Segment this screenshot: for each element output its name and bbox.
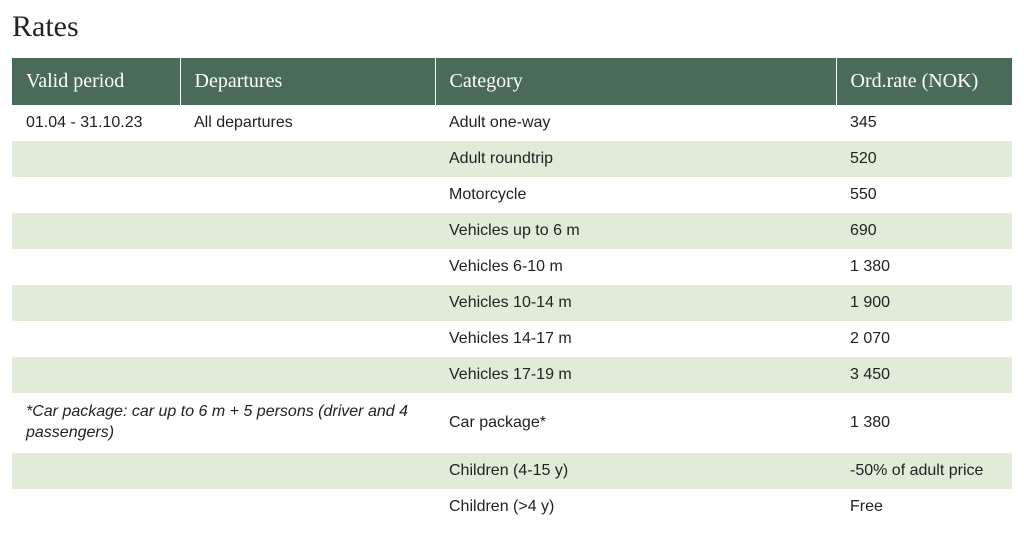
cell-period	[12, 177, 180, 213]
cell-rate: 1 380	[836, 249, 1012, 285]
cell-period	[12, 489, 180, 525]
cell-category: Vehicles up to 6 m	[435, 213, 836, 249]
table-row: Vehicles 6-10 m 1 380	[12, 249, 1012, 285]
page-title: Rates	[12, 10, 1012, 44]
cell-category: Vehicles 14-17 m	[435, 321, 836, 357]
cell-rate: Free	[836, 489, 1012, 525]
col-header-period: Valid period	[12, 58, 180, 105]
col-header-category: Category	[435, 58, 836, 105]
cell-rate: 1 380	[836, 393, 1012, 453]
table-row: Children (4-15 y) -50% of adult price	[12, 453, 1012, 489]
table-header-row: Valid period Departures Category Ord.rat…	[12, 58, 1012, 105]
cell-rate: 1 900	[836, 285, 1012, 321]
cell-rate: 2 070	[836, 321, 1012, 357]
col-header-rate: Ord.rate (NOK)	[836, 58, 1012, 105]
cell-departures	[180, 489, 435, 525]
cell-departures	[180, 249, 435, 285]
cell-departures	[180, 141, 435, 177]
cell-rate: 550	[836, 177, 1012, 213]
cell-rate: -50% of adult price	[836, 453, 1012, 489]
cell-category: Motorcycle	[435, 177, 836, 213]
cell-period	[12, 249, 180, 285]
table-row: Vehicles up to 6 m 690	[12, 213, 1012, 249]
table-body: 01.04 - 31.10.23 All departures Adult on…	[12, 105, 1012, 525]
cell-category: Adult one-way	[435, 105, 836, 141]
table-row: Vehicles 17-19 m 3 450	[12, 357, 1012, 393]
cell-departures	[180, 321, 435, 357]
cell-departures	[180, 357, 435, 393]
cell-period	[12, 141, 180, 177]
cell-departures	[180, 285, 435, 321]
table-row: Adult roundtrip 520	[12, 141, 1012, 177]
cell-period	[12, 285, 180, 321]
cell-period	[12, 357, 180, 393]
cell-rate: 690	[836, 213, 1012, 249]
cell-category: Vehicles 6-10 m	[435, 249, 836, 285]
rates-table: Valid period Departures Category Ord.rat…	[12, 58, 1012, 525]
cell-footnote: *Car package: car up to 6 m + 5 persons …	[12, 393, 435, 453]
cell-category: Children (>4 y)	[435, 489, 836, 525]
cell-period	[12, 321, 180, 357]
col-header-departures: Departures	[180, 58, 435, 105]
cell-departures	[180, 453, 435, 489]
cell-category: Adult roundtrip	[435, 141, 836, 177]
table-row: Motorcycle 550	[12, 177, 1012, 213]
cell-rate: 3 450	[836, 357, 1012, 393]
cell-period	[12, 453, 180, 489]
table-row: Vehicles 14-17 m 2 070	[12, 321, 1012, 357]
cell-departures: All departures	[180, 105, 435, 141]
table-row: 01.04 - 31.10.23 All departures Adult on…	[12, 105, 1012, 141]
cell-category: Vehicles 17-19 m	[435, 357, 836, 393]
cell-departures	[180, 177, 435, 213]
cell-category: Vehicles 10-14 m	[435, 285, 836, 321]
cell-rate: 345	[836, 105, 1012, 141]
cell-category: Car package*	[435, 393, 836, 453]
cell-period: 01.04 - 31.10.23	[12, 105, 180, 141]
cell-rate: 520	[836, 141, 1012, 177]
table-row: *Car package: car up to 6 m + 5 persons …	[12, 393, 1012, 453]
table-row: Children (>4 y) Free	[12, 489, 1012, 525]
cell-category: Children (4-15 y)	[435, 453, 836, 489]
cell-departures	[180, 213, 435, 249]
table-row: Vehicles 10-14 m 1 900	[12, 285, 1012, 321]
cell-period	[12, 213, 180, 249]
